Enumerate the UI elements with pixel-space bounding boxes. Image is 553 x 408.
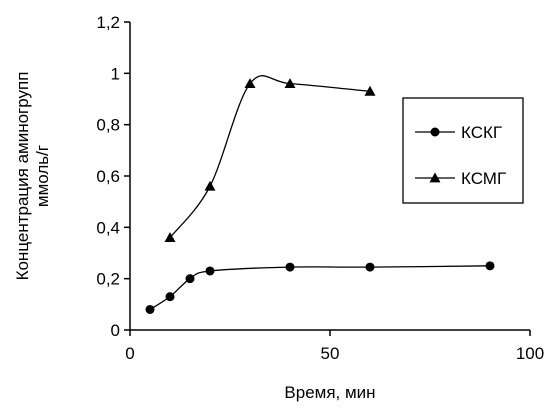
x-tick-label: 0 (125, 344, 134, 363)
y-tick-label: 1 (111, 64, 120, 83)
legend: КСКГ КСМГ (402, 97, 524, 204)
data-point (244, 78, 256, 88)
series-line (149, 265, 491, 311)
legend-entry: КСКГ (415, 123, 502, 142)
y-tick-label: 0 (111, 321, 120, 340)
series-2 (164, 75, 376, 242)
y-tick-label: 0,2 (96, 270, 120, 289)
y-tick-label: 0,6 (96, 167, 120, 186)
y-tick-label: 1,2 (96, 13, 120, 32)
legend-marker (430, 127, 440, 137)
data-point (284, 78, 296, 88)
x-tick-label: 50 (321, 344, 340, 363)
y-axis-title-line: Концентрация аминогрупп (13, 72, 32, 281)
legend-label: КСКГ (461, 123, 502, 142)
y-tick-label: 0,8 (96, 116, 120, 135)
legend-box (402, 97, 524, 204)
y-axis-title-line: ммоль/г (33, 145, 52, 207)
data-point (205, 266, 215, 276)
legend-entry: КСМГ (415, 169, 506, 188)
data-point (285, 262, 295, 272)
legend-marker (429, 172, 441, 183)
x-axis-title: Время, мин (284, 383, 375, 402)
x-tick-label: 100 (516, 344, 544, 363)
series-layer (145, 75, 495, 314)
data-point (204, 180, 216, 191)
data-point (164, 232, 176, 242)
data-point (185, 274, 195, 284)
data-point (364, 85, 376, 96)
y-tick-label: 0,4 (96, 218, 120, 237)
data-point (165, 292, 175, 302)
axes: 0 0,2 0,4 0,6 0,8 1 1,2 0 50 100 Время, мин Концент… (13, 13, 544, 402)
data-point (145, 304, 155, 314)
legend-label: КСМГ (461, 169, 506, 188)
series-line (169, 75, 371, 238)
data-point (485, 261, 495, 271)
series-1 (145, 261, 495, 314)
data-point (365, 262, 375, 272)
